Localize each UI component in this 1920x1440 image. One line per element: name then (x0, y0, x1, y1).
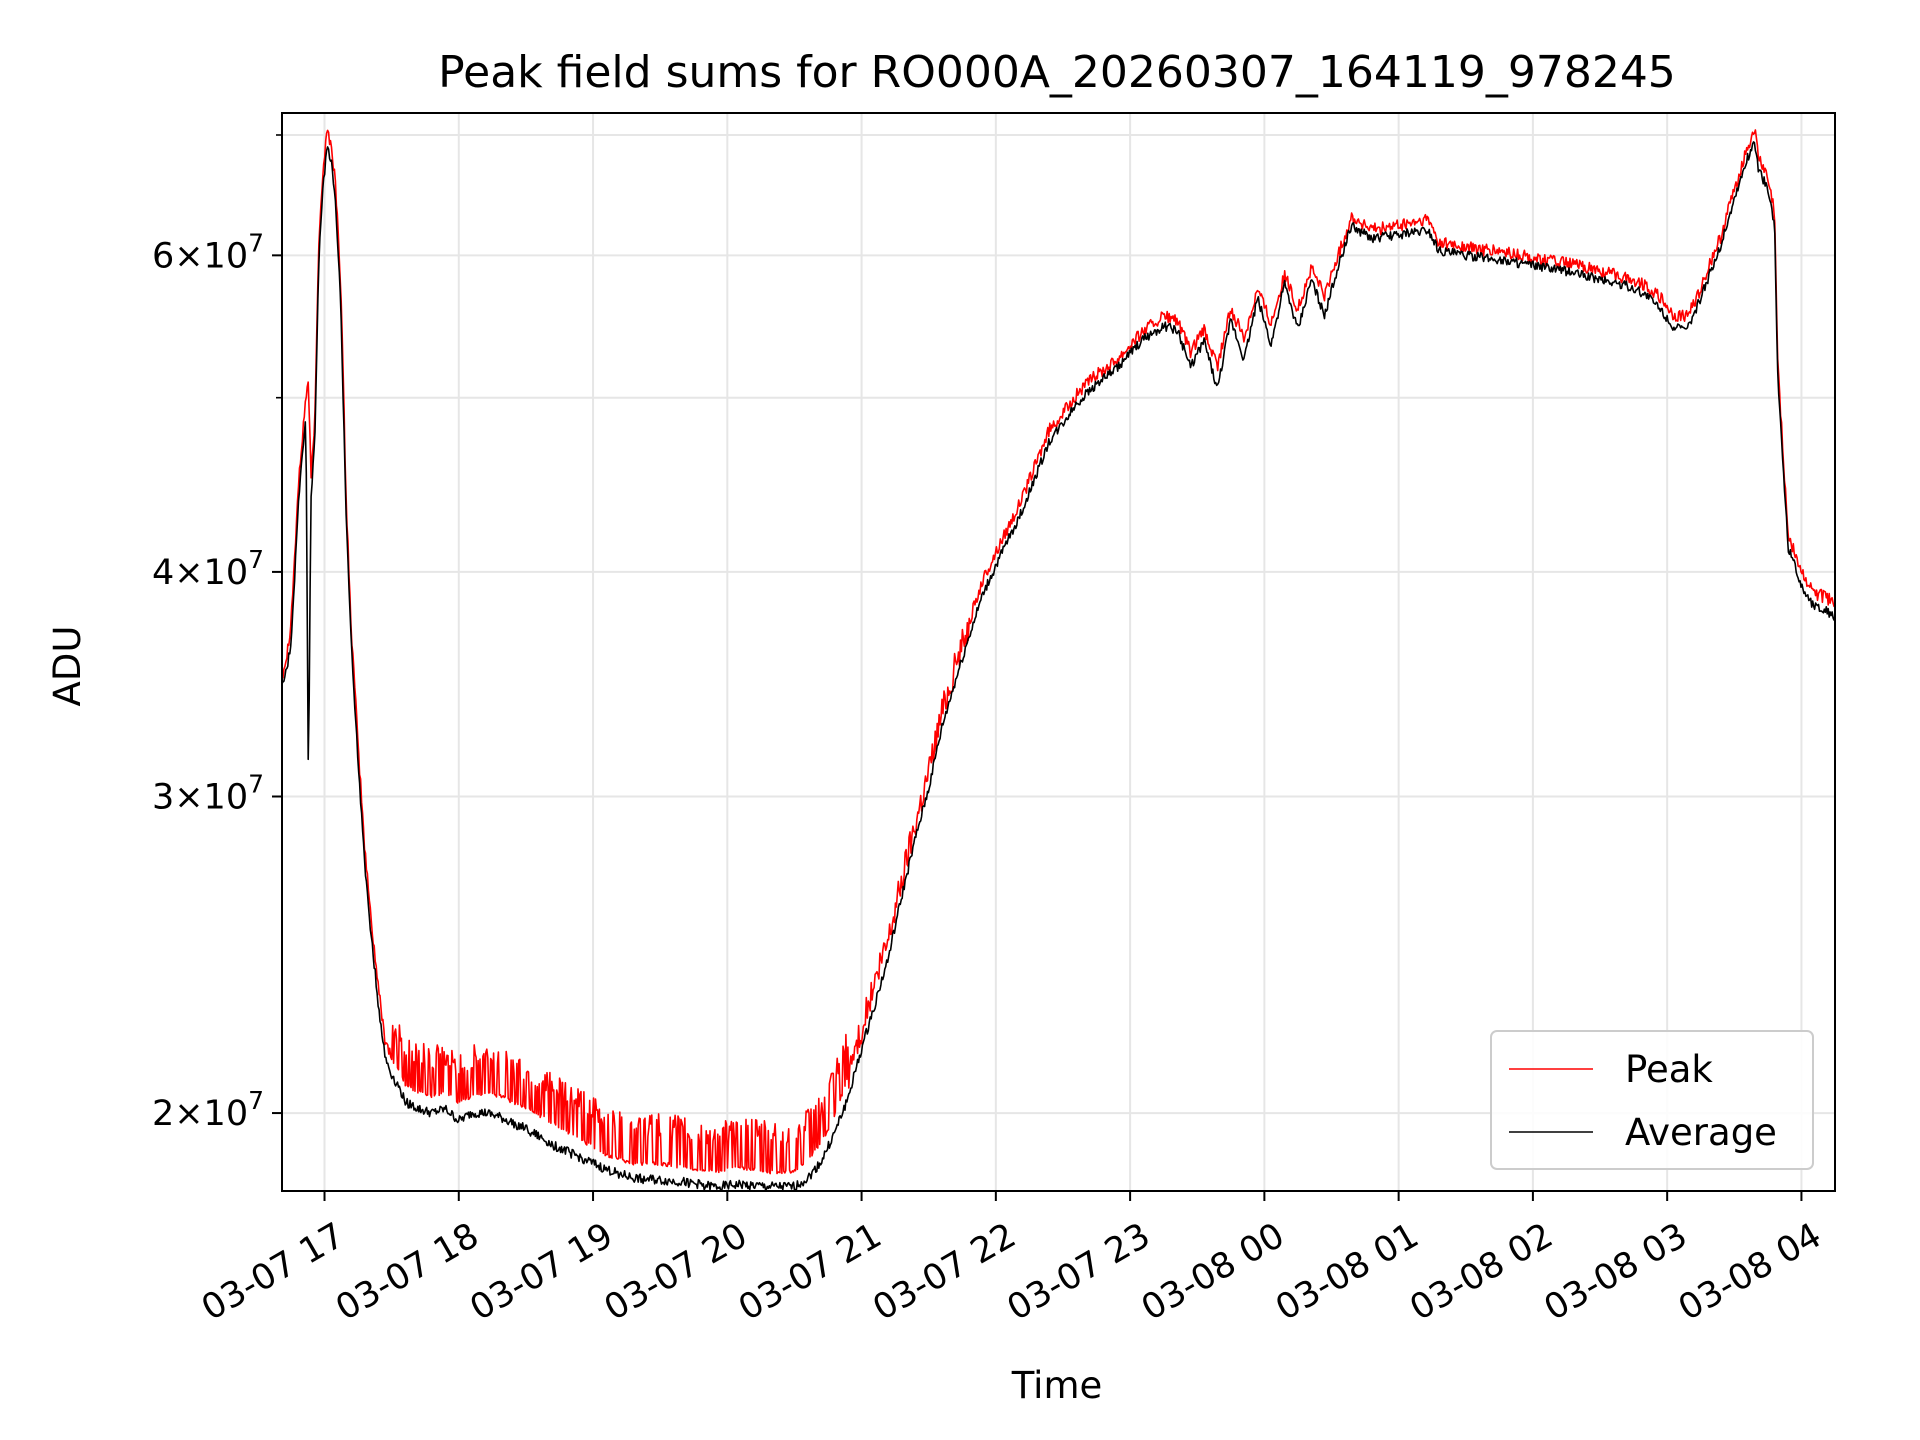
series-peak-line (282, 129, 1835, 1175)
series-average-line (282, 141, 1835, 1191)
y-tick-label: 2×107 (152, 1086, 264, 1134)
legend: Peak Average (1490, 1030, 1814, 1170)
y-tick-label: 4×107 (152, 545, 264, 593)
y-tick-label: 3×107 (152, 770, 264, 818)
legend-label: Peak (1625, 1048, 1713, 1091)
axes-frame (281, 112, 1836, 1192)
x-axis-label: Time (1011, 1364, 1103, 1407)
chart-title: Peak field sums for RO000A_20260307_1641… (438, 47, 1676, 98)
legend-box (1490, 1030, 1814, 1170)
legend-label: Average (1625, 1111, 1777, 1154)
y-axis-label: ADU (46, 626, 89, 707)
plot-area (282, 129, 1835, 1191)
y-tick-label: 6×107 (152, 228, 264, 276)
